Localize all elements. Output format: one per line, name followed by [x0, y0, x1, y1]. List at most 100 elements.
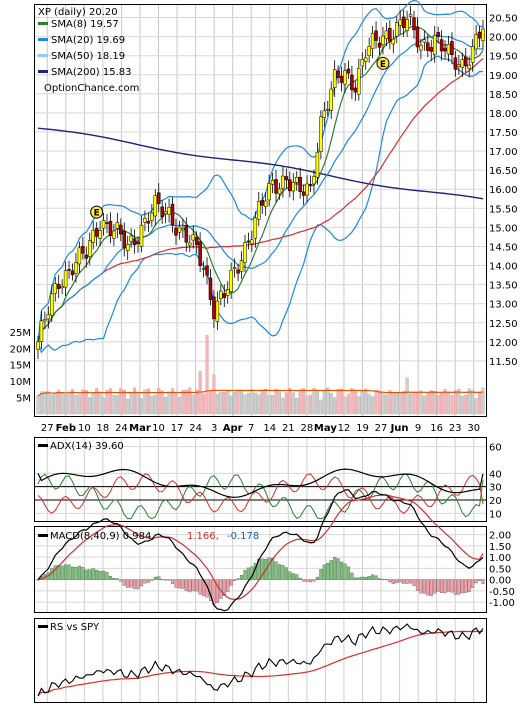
candle-body: [101, 220, 106, 229]
candle-body: [63, 270, 68, 288]
volume-bar: [250, 389, 254, 415]
macd-histogram-bar: [371, 574, 375, 580]
volume-bar: [464, 395, 468, 415]
x-tick-label: 24: [115, 423, 128, 434]
adx-tick-label: 20: [489, 496, 502, 507]
candle-body: [332, 69, 337, 88]
volume-tick-label: 10M: [10, 377, 31, 388]
volume-bar: [88, 397, 92, 415]
macd-histogram-bar: [464, 579, 468, 593]
macd-histogram-bar: [108, 575, 112, 580]
volume-bar: [308, 394, 313, 415]
macd-histogram-bar: [184, 579, 188, 592]
volume-bar: [39, 391, 43, 415]
macd-histogram-bar: [319, 569, 323, 580]
volume-bar: [440, 393, 444, 415]
volume-bar: [150, 396, 154, 415]
candle-body: [70, 270, 75, 276]
macd-histogram-bar: [177, 579, 181, 589]
adx-line: [37, 468, 484, 498]
candle-body: [119, 224, 123, 235]
volume-bar: [357, 396, 361, 415]
volume-bar: [191, 394, 195, 415]
candle-body: [77, 247, 82, 265]
macd-signal-line: [37, 494, 484, 600]
candle-body: [143, 218, 147, 223]
volume-bar: [415, 392, 420, 415]
volume-bar: [184, 389, 188, 415]
macd-histogram-bar: [139, 579, 144, 587]
volume-bar: [202, 393, 206, 415]
macd-histogram-bar: [384, 579, 388, 581]
macd-histogram-bar: [291, 573, 295, 580]
volume-bar: [443, 388, 447, 415]
macd-histogram-bar: [98, 570, 102, 580]
macd-histogram-bar: [481, 579, 485, 584]
price-tick-label: 19.50: [489, 52, 518, 63]
candle-body: [129, 235, 133, 242]
price-tick-label: 16.00: [489, 185, 518, 196]
volume-bar: [281, 397, 285, 415]
volume-bar: [284, 392, 288, 415]
volume-bar: [60, 392, 64, 415]
volume-tick-label: 25M: [10, 328, 31, 339]
price-tick-label: 15.00: [489, 223, 518, 234]
volume-bar: [119, 388, 123, 415]
macd-histogram-bar: [443, 579, 447, 594]
macd-legend-swatch: [38, 534, 48, 537]
macd-histogram-bar: [236, 578, 240, 580]
candle-body: [225, 289, 230, 296]
volume-bar: [181, 389, 185, 415]
volume-bar: [305, 395, 309, 415]
macd-label: MACD(8,40,9) 0.984,: [50, 531, 155, 542]
candle-body: [408, 14, 413, 17]
volume-bar: [46, 391, 50, 415]
candle-body: [236, 269, 240, 274]
volume-bar: [222, 392, 226, 415]
candle-body: [312, 176, 316, 185]
volume-bar: [388, 389, 392, 415]
macd-histogram-bar: [260, 558, 264, 580]
macd-histogram-bar: [267, 557, 271, 580]
macd-histogram-bar: [281, 565, 285, 580]
macd-histogram-bar: [305, 579, 309, 582]
macd-histogram-bar: [391, 579, 395, 584]
x-tick-label: 19: [356, 423, 369, 434]
macd-histogram-bar: [122, 579, 126, 586]
volume-bar: [346, 394, 351, 415]
volume-tick-label: 5M: [16, 394, 31, 405]
macd-histogram-bar: [150, 579, 154, 581]
macd-histogram-bar: [422, 579, 426, 594]
x-tick-label: 23: [449, 423, 462, 434]
macd-histogram-bar: [160, 578, 164, 580]
candle-body: [384, 30, 389, 39]
volume-bars: [36, 334, 485, 415]
candle-body: [388, 27, 392, 42]
macd-histogram-bar: [229, 579, 233, 586]
macd-histogram-bar: [226, 579, 230, 592]
macd-histogram-bar: [446, 579, 451, 592]
volume-bar: [478, 391, 482, 415]
candle-body: [446, 44, 451, 55]
macd-histogram-bar: [350, 572, 354, 580]
volume-bar: [98, 392, 102, 415]
candle-body: [222, 293, 227, 298]
volume-bar: [239, 391, 244, 415]
price-tick-label: 17.00: [489, 147, 518, 158]
volume-bar: [146, 388, 150, 415]
x-tick-label: 28: [300, 423, 313, 434]
candle-body: [391, 38, 396, 45]
candle-body: [208, 277, 213, 300]
candle-body: [105, 222, 109, 224]
bollinger-lower: [37, 55, 484, 354]
macd-histogram-bar: [478, 579, 482, 581]
volume-bar: [112, 395, 116, 415]
candle-body: [401, 16, 406, 28]
volume-bar: [264, 389, 268, 415]
volume-bar: [160, 390, 164, 415]
volume-bar: [105, 390, 109, 415]
price-tick-label: 13.50: [489, 281, 518, 292]
candle-body: [56, 284, 61, 289]
macd-histogram-bar: [395, 579, 399, 583]
candle-body: [415, 26, 420, 48]
